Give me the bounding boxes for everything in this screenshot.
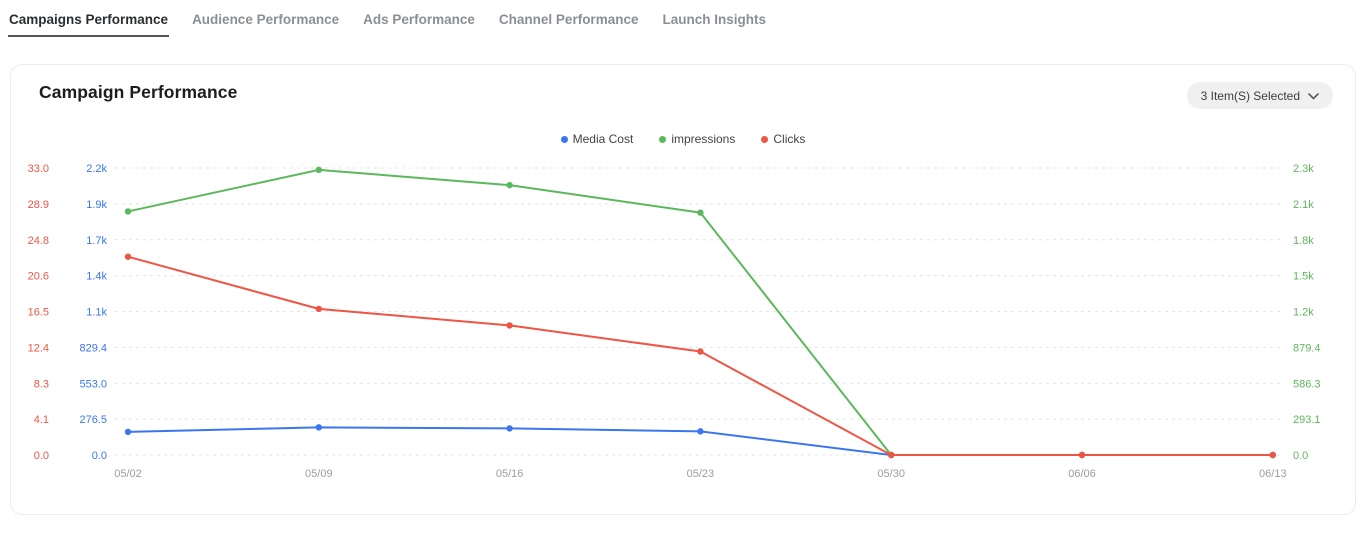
svg-text:2.3k: 2.3k [1293, 163, 1314, 175]
tab-channel-performance[interactable]: Channel Performance [498, 12, 640, 37]
svg-text:2.1k: 2.1k [1293, 199, 1314, 211]
svg-text:1.2k: 1.2k [1293, 307, 1314, 319]
legend-label: Media Cost [572, 132, 634, 146]
card-header: Campaign Performance 3 Item(S) Selected [11, 65, 1355, 109]
chevron-down-icon [1308, 92, 1319, 100]
svg-text:05/09: 05/09 [305, 468, 333, 480]
svg-text:33.0: 33.0 [28, 163, 49, 175]
svg-text:586.3: 586.3 [1293, 378, 1321, 390]
svg-text:05/16: 05/16 [496, 468, 524, 480]
legend-item-media-cost[interactable]: Media Cost [560, 132, 634, 146]
svg-text:4.1: 4.1 [34, 414, 49, 426]
svg-text:16.5: 16.5 [28, 307, 49, 319]
svg-text:05/23: 05/23 [687, 468, 715, 480]
svg-text:2.2k: 2.2k [86, 163, 107, 175]
svg-text:1.5k: 1.5k [1293, 271, 1314, 283]
svg-text:293.1: 293.1 [1293, 414, 1321, 426]
svg-text:8.3: 8.3 [34, 378, 49, 390]
legend-label: impressions [671, 132, 736, 146]
svg-text:12.4: 12.4 [28, 342, 49, 354]
chart-legend: Media Cost impressions Clicks [11, 132, 1355, 146]
tab-launch-insights[interactable]: Launch Insights [661, 12, 767, 37]
svg-text:1.8k: 1.8k [1293, 235, 1314, 247]
svg-text:0.0: 0.0 [1293, 450, 1308, 462]
svg-text:20.6: 20.6 [28, 271, 49, 283]
svg-text:24.8: 24.8 [28, 235, 49, 247]
svg-text:829.4: 829.4 [79, 342, 107, 354]
svg-text:06/13: 06/13 [1259, 468, 1287, 480]
tab-audience-performance[interactable]: Audience Performance [191, 12, 340, 37]
legend-dot-clicks [761, 135, 769, 143]
svg-text:879.4: 879.4 [1293, 342, 1321, 354]
legend-item-clicks[interactable]: Clicks [761, 132, 805, 146]
svg-text:1.1k: 1.1k [86, 307, 107, 319]
legend-dot-media-cost [560, 135, 568, 143]
svg-text:0.0: 0.0 [92, 450, 107, 462]
svg-text:28.9: 28.9 [28, 199, 49, 211]
legend-item-impressions[interactable]: impressions [659, 132, 735, 146]
items-selected-dropdown[interactable]: 3 Item(S) Selected [1186, 82, 1333, 109]
legend-dot-impressions [659, 135, 667, 143]
tab-ads-performance[interactable]: Ads Performance [362, 12, 476, 37]
svg-text:1.7k: 1.7k [86, 235, 107, 247]
svg-text:05/02: 05/02 [114, 468, 142, 480]
svg-text:1.4k: 1.4k [86, 271, 107, 283]
legend-label: Clicks [773, 132, 806, 146]
items-selected-label: 3 Item(S) Selected [1200, 88, 1300, 103]
svg-text:05/30: 05/30 [877, 468, 905, 480]
svg-text:553.0: 553.0 [79, 378, 107, 390]
card-title: Campaign Performance [39, 82, 238, 102]
tab-campaigns-performance[interactable]: Campaigns Performance [8, 12, 170, 37]
svg-text:1.9k: 1.9k [86, 199, 107, 211]
svg-text:06/06: 06/06 [1068, 468, 1096, 480]
performance-line-chart: 33.0 28.9 24.8 20.6 16.5 12.4 8.3 4.1 0.0 2.2k 1.9… [28, 163, 1321, 480]
tab-bar: Campaigns Performance Audience Performan… [0, 0, 1366, 37]
svg-text:276.5: 276.5 [79, 414, 107, 426]
svg-text:0.0: 0.0 [34, 450, 49, 462]
campaign-performance-card: 33.0 28.9 24.8 20.6 16.5 12.4 8.3 4.1 0.0 2.2k 1.9… [10, 64, 1356, 515]
